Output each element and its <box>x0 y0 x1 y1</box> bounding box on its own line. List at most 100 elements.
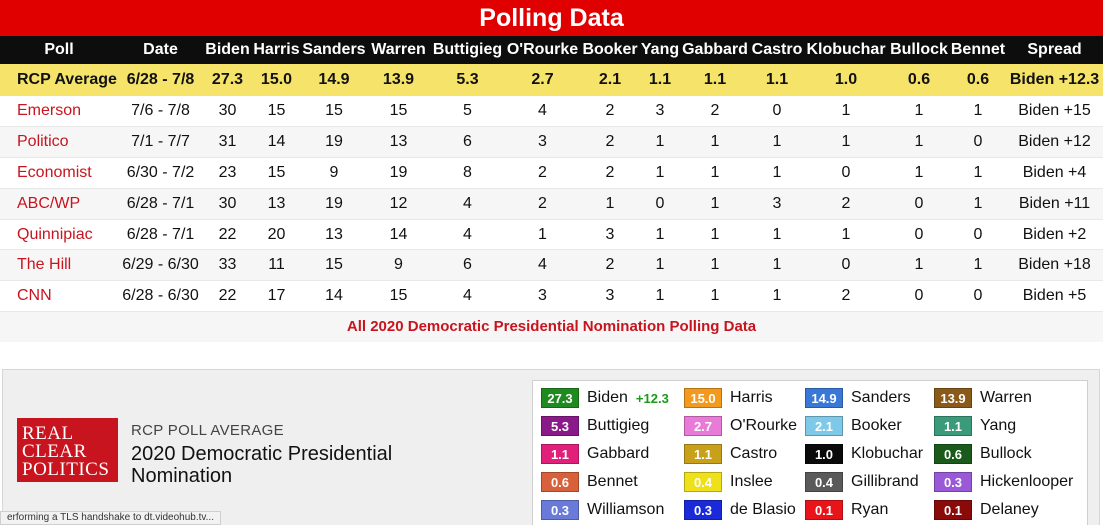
table-cell: 22 <box>203 219 252 251</box>
browser-status-bar: erforming a TLS handshake to dt.videohub… <box>0 511 221 525</box>
table-cell: 0 <box>804 249 888 282</box>
table-cell: 1 <box>640 126 680 159</box>
table-cell: 1 <box>640 280 680 313</box>
column-header: Date <box>118 36 203 64</box>
logo-line: POLITICS <box>22 459 110 480</box>
table-cell: 0 <box>804 157 888 189</box>
table-cell: 1 <box>750 280 804 313</box>
table-header-row: Poll Date Biden Harris Sanders Warren Buttigie… <box>0 36 1103 64</box>
legend-candidate-name: Ryan <box>851 501 889 518</box>
table-row: CNN 6/28 - 6/30 22 17 14 15 4 3 3 1 1 1 2 0 0 Biden +5 <box>0 280 1103 313</box>
poll-source-link[interactable]: CNN <box>0 280 118 313</box>
rcp-average-cell: 14.9 <box>301 64 367 96</box>
table-cell: 4 <box>430 280 505 313</box>
table-cell: 2 <box>680 96 750 128</box>
table-cell: 6 <box>430 249 505 282</box>
candidate-legend: 27.3 Biden +12.3 15.0 Harris 14.9 Sanders 13.9 W… <box>532 380 1088 525</box>
table-cell: 6/28 - 7/1 <box>118 188 203 220</box>
legend-value-badge: 2.1 <box>805 416 843 436</box>
legend-item: 0.1 Delaney <box>934 499 1039 521</box>
legend-value-badge: 5.3 <box>541 416 579 436</box>
table-cell: 2 <box>580 96 640 128</box>
table-cell: 6/28 - 6/30 <box>118 280 203 313</box>
poll-source-link[interactable]: The Hill <box>0 249 118 282</box>
table-cell: 2 <box>505 188 580 220</box>
legend-candidate-name: Gabbard <box>587 445 650 462</box>
table-cell: Biden +15 <box>1006 96 1103 128</box>
legend-item: 1.1 Gabbard <box>541 443 649 465</box>
legend-candidate-name: de Blasio <box>730 501 796 518</box>
column-header: Buttigieg <box>430 36 505 64</box>
realclearpolitics-logo[interactable]: REAL CLEAR POLITICS <box>17 418 118 482</box>
table-cell: 31 <box>203 126 252 159</box>
legend-value-badge: 27.3 <box>541 388 579 408</box>
avg-label: RCP POLL AVERAGE <box>131 422 284 439</box>
table-cell: 1 <box>750 157 804 189</box>
legend-item: 14.9 Sanders <box>805 387 911 409</box>
legend-value-badge: 1.0 <box>805 444 843 464</box>
table-cell: 1 <box>888 126 950 159</box>
rcp-average-cell: 27.3 <box>203 64 252 96</box>
table-cell: 15 <box>252 96 301 128</box>
legend-item: 13.9 Warren <box>934 387 1032 409</box>
table-row: Quinnipiac 6/28 - 7/1 22 20 13 14 4 1 3 1 1 1 1 0 0 Bid… <box>0 219 1103 251</box>
table-cell: 15 <box>252 157 301 189</box>
table-cell: 0 <box>950 280 1006 313</box>
table-cell: 14 <box>367 219 430 251</box>
legend-item: 0.4 Inslee <box>684 471 773 493</box>
poll-source-link[interactable]: Politico <box>0 126 118 159</box>
poll-source-link[interactable]: ABC/WP <box>0 188 118 220</box>
poll-source-link[interactable]: Emerson <box>0 96 118 128</box>
table-cell: 0 <box>640 188 680 220</box>
table-cell: 1 <box>804 96 888 128</box>
rcp-average-cell: Biden +12.3 <box>1006 64 1103 96</box>
legend-item: 1.1 Yang <box>934 415 1016 437</box>
legend-candidate-name: Warren <box>980 389 1032 406</box>
table-cell: 6/30 - 7/2 <box>118 157 203 189</box>
table-cell: 3 <box>505 280 580 313</box>
table-cell: 15 <box>367 96 430 128</box>
table-cell: 1 <box>680 126 750 159</box>
table-cell: 4 <box>430 219 505 251</box>
legend-candidate-name: O'Rourke <box>730 417 798 434</box>
column-header: Bennet <box>950 36 1006 64</box>
rcp-average-cell: 15.0 <box>252 64 301 96</box>
legend-candidate-name: Booker <box>851 417 902 434</box>
table-cell: 2 <box>580 249 640 282</box>
table-cell: 13 <box>252 188 301 220</box>
legend-candidate-name: Gillibrand <box>851 473 919 490</box>
table-cell: 0 <box>888 280 950 313</box>
table-cell: 2 <box>580 126 640 159</box>
rcp-average-cell: 1.1 <box>640 64 680 96</box>
legend-item: 1.1 Castro <box>684 443 777 465</box>
legend-item: 5.3 Buttigieg <box>541 415 649 437</box>
legend-item: 2.1 Booker <box>805 415 902 437</box>
table-cell: 30 <box>203 96 252 128</box>
table-cell: 11 <box>252 249 301 282</box>
avg-title[interactable]: 2020 Democratic Presidential Nomination <box>131 443 393 487</box>
table-cell: 7/1 - 7/7 <box>118 126 203 159</box>
table-cell: 17 <box>252 280 301 313</box>
legend-value-badge: 0.3 <box>934 472 972 492</box>
table-cell: 2 <box>505 157 580 189</box>
rcp-average-cell: 5.3 <box>430 64 505 96</box>
table-cell: 0 <box>750 96 804 128</box>
column-header: Yang <box>640 36 680 64</box>
table-cell: 0 <box>950 219 1006 251</box>
legend-value-badge: 1.1 <box>684 444 722 464</box>
poll-source-link[interactable]: Quinnipiac <box>0 219 118 251</box>
legend-item: 2.7 O'Rourke <box>684 415 797 437</box>
column-header: Poll <box>0 36 118 64</box>
rcp-average-cell: 1.0 <box>804 64 888 96</box>
poll-source-link[interactable]: Economist <box>0 157 118 189</box>
table-cell: 2 <box>804 188 888 220</box>
column-header: Harris <box>252 36 301 64</box>
table-cell: 1 <box>680 219 750 251</box>
all-polling-data-link[interactable]: All 2020 Democratic Presidential Nominat… <box>0 312 1103 343</box>
rcp-poll-average-panel: REAL CLEAR POLITICS RCP POLL AVERAGE 202… <box>2 369 1100 525</box>
table-cell: 1 <box>950 157 1006 189</box>
table-cell: 1 <box>950 188 1006 220</box>
table-cell: 23 <box>203 157 252 189</box>
table-cell: 3 <box>580 219 640 251</box>
table-cell: 2 <box>804 280 888 313</box>
